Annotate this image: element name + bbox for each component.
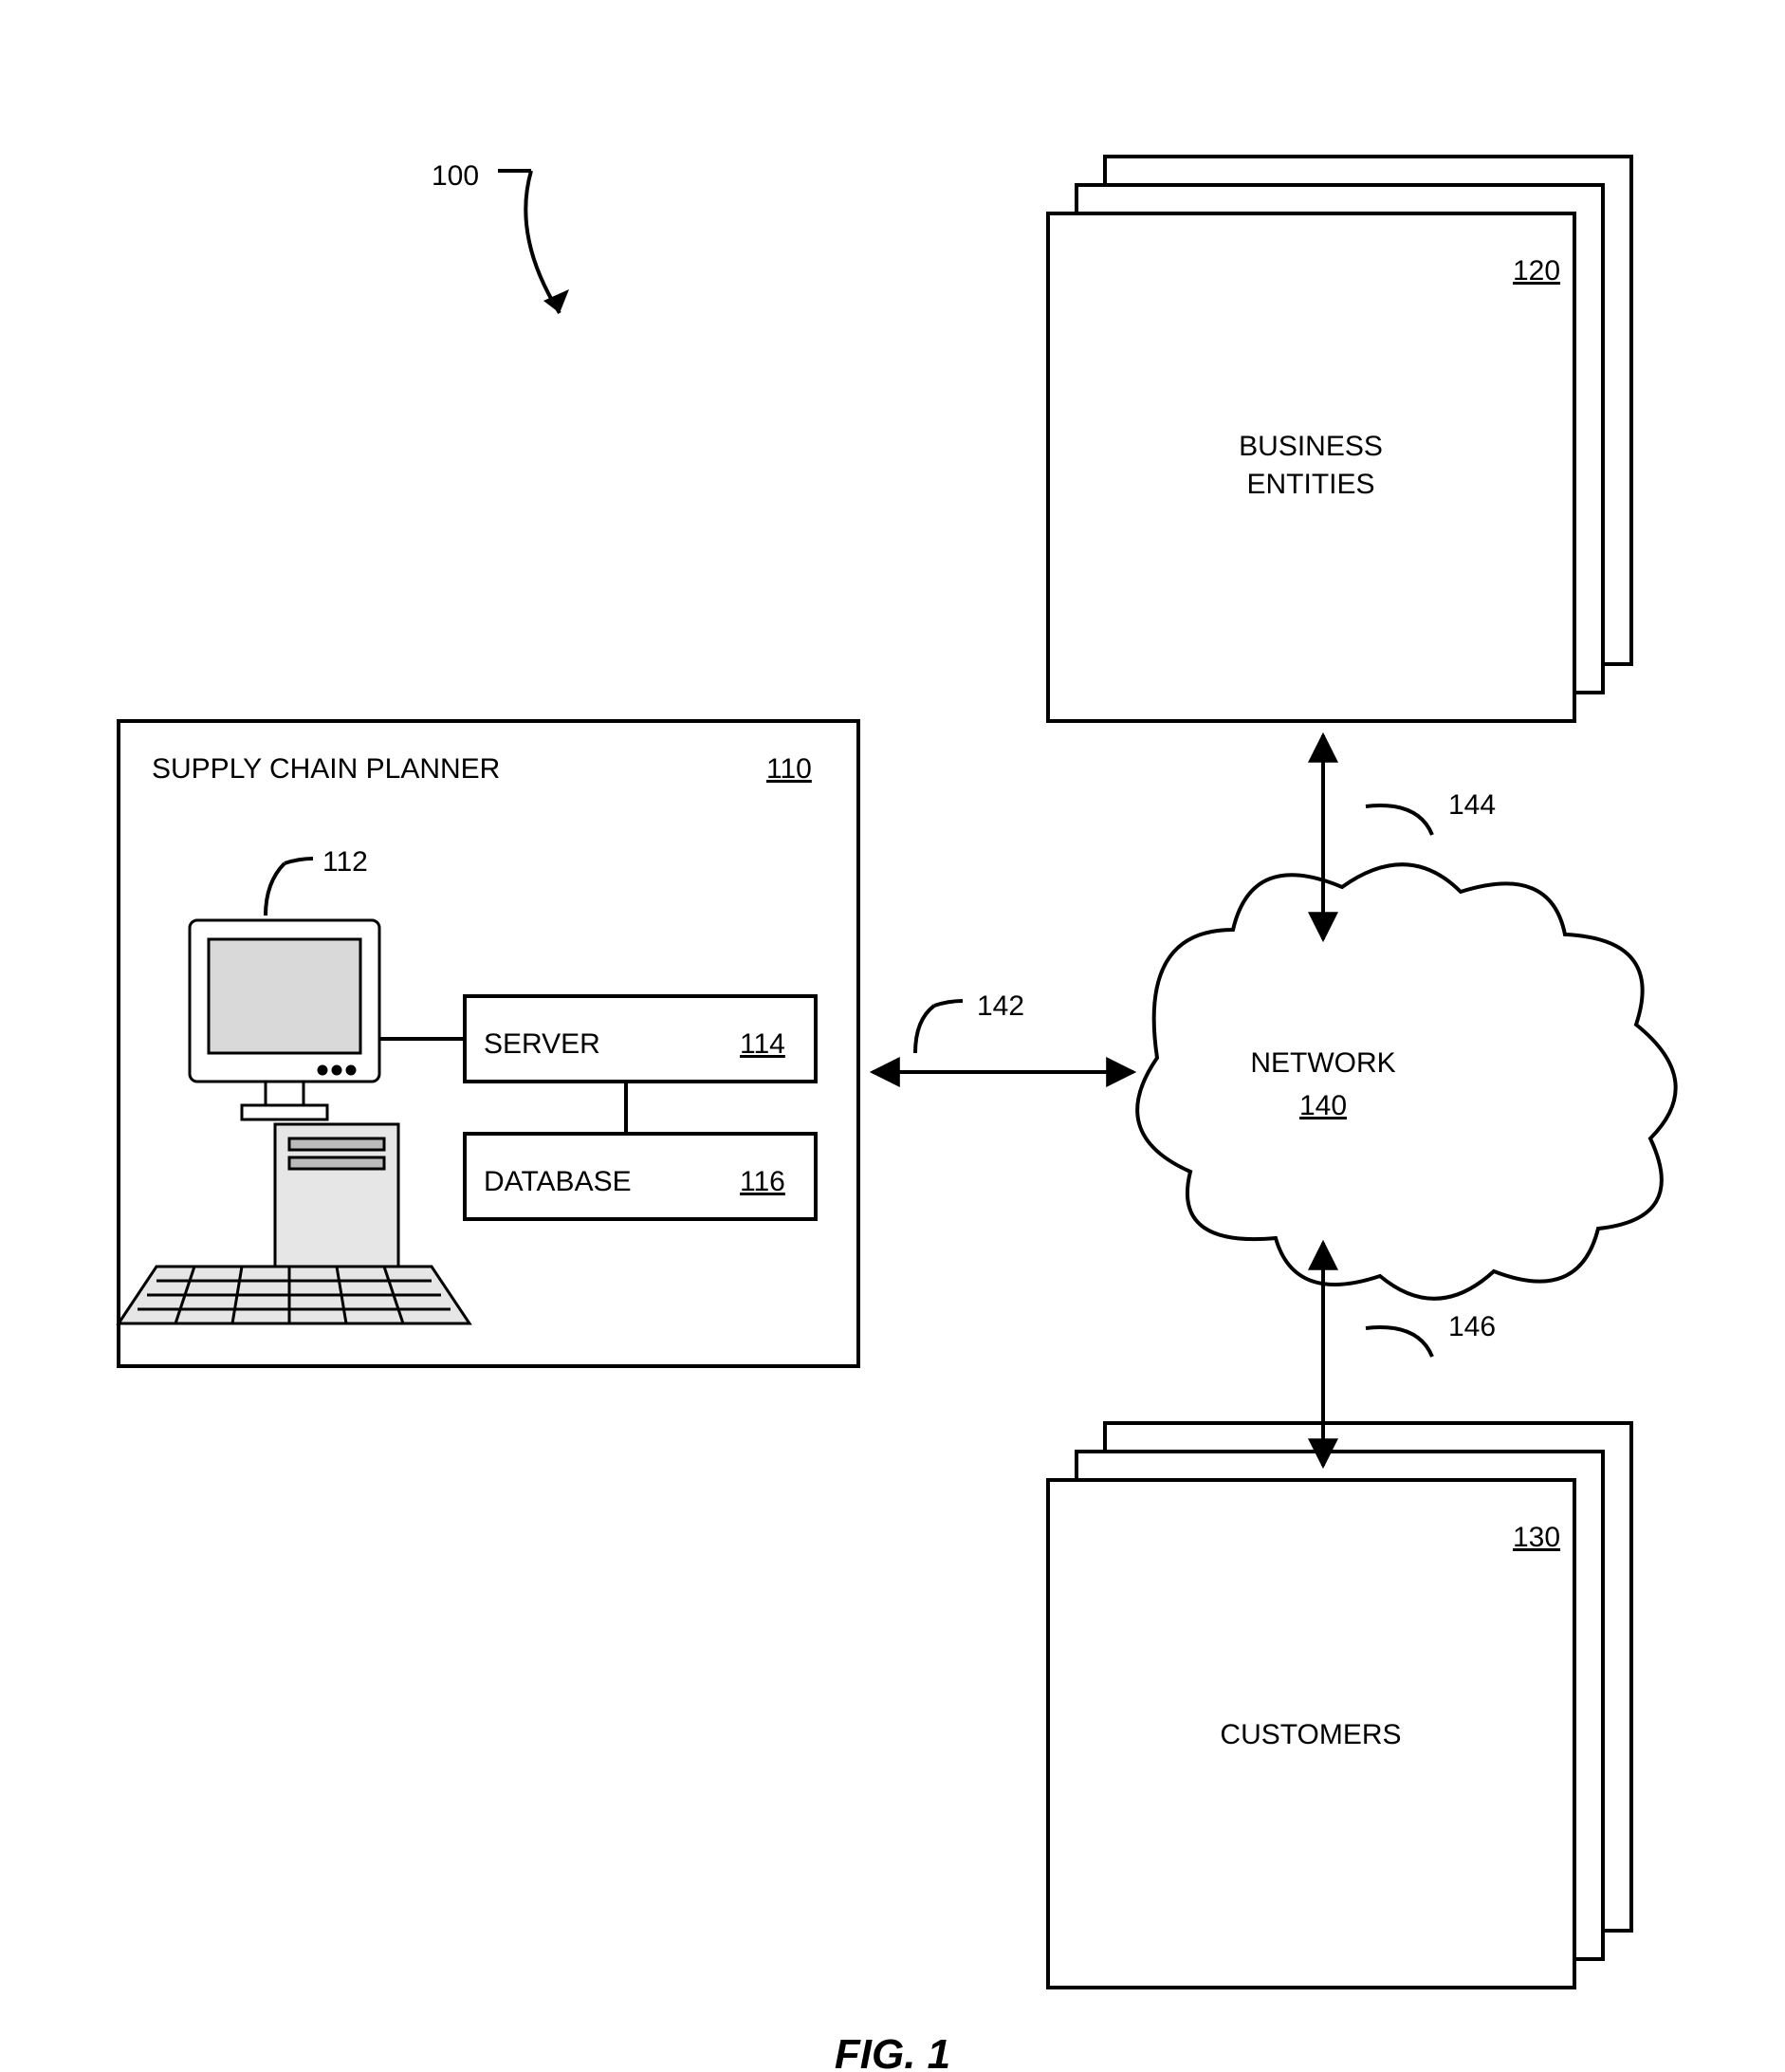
- figure-reference-arrow: 100: [432, 160, 569, 313]
- server-label: SERVER: [484, 1028, 600, 1060]
- computer-ref: 112: [322, 846, 368, 878]
- network-ref: 140: [1299, 1090, 1347, 1121]
- figure-ref-100: 100: [432, 160, 479, 192]
- business-entities-label-2: ENTITIES: [1246, 469, 1374, 500]
- business-entities-group: 120 BUSINESS ENTITIES: [1048, 157, 1631, 721]
- supply-chain-planner-box: SUPPLY CHAIN PLANNER 110: [119, 721, 858, 1366]
- scp-ref: 110: [766, 753, 812, 785]
- business-entities-label-1: BUSINESS: [1239, 431, 1383, 462]
- customers-ref: 130: [1513, 1522, 1560, 1553]
- figure-caption: FIG. 1: [835, 2031, 950, 2072]
- link-144-ref: 144: [1448, 789, 1496, 821]
- customers-group: 130 CUSTOMERS: [1048, 1423, 1631, 1988]
- network-label: NETWORK: [1250, 1047, 1395, 1079]
- network-cloud: NETWORK 140: [1137, 864, 1676, 1299]
- customers-label: CUSTOMERS: [1220, 1719, 1401, 1750]
- link-146-ref: 146: [1448, 1311, 1496, 1342]
- scp-title: SUPPLY CHAIN PLANNER: [152, 753, 500, 785]
- link-142-ref: 142: [977, 990, 1024, 1022]
- link-scp-network: 142: [873, 990, 1133, 1072]
- database-ref: 116: [740, 1166, 785, 1197]
- business-entities-ref: 120: [1513, 255, 1560, 287]
- server-ref: 114: [740, 1028, 785, 1060]
- database-label: DATABASE: [484, 1166, 632, 1197]
